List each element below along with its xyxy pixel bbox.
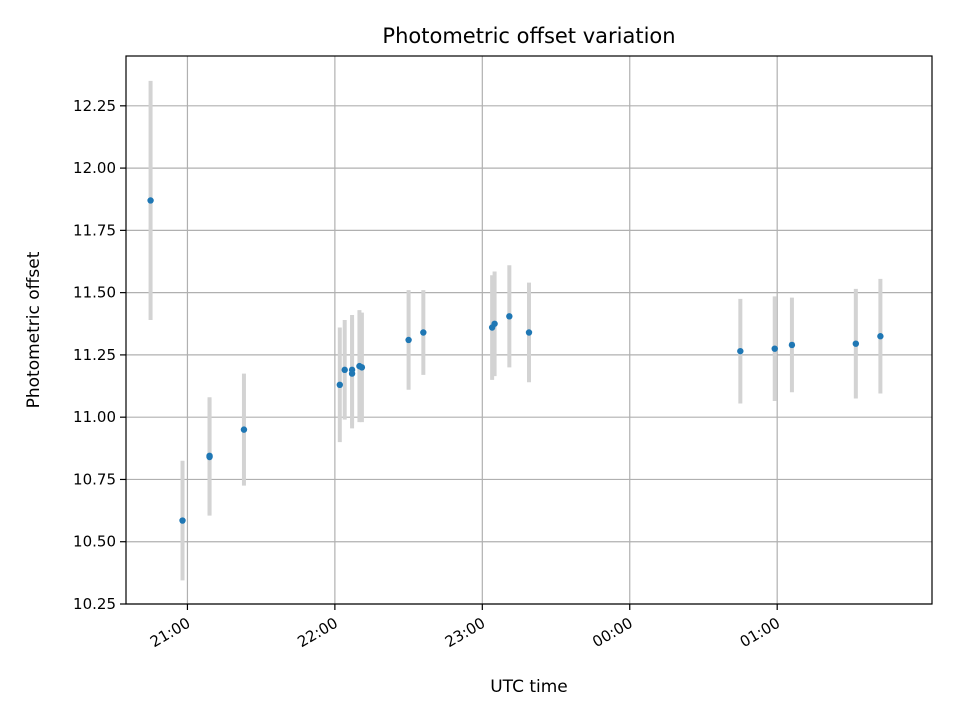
- data-point: [358, 364, 366, 371]
- y-tick-label: 10.50: [73, 533, 116, 551]
- data-point: [491, 320, 498, 327]
- data-point: [179, 517, 186, 524]
- data-point: [147, 197, 154, 204]
- data-point: [348, 370, 356, 377]
- data-point: [206, 453, 213, 461]
- data-point: [341, 366, 348, 374]
- y-tick-label: 11.75: [73, 221, 116, 239]
- data-point: [420, 329, 427, 336]
- y-tick-label: 10.75: [73, 470, 116, 488]
- plot-area-frame: [125, 55, 933, 605]
- chart-title: Photometric offset variation: [382, 24, 675, 48]
- data-points: [147, 197, 884, 524]
- data-point: [240, 426, 248, 433]
- y-axis-title: Photometric offset: [24, 251, 44, 408]
- data-point: [788, 341, 796, 349]
- y-tick-label: 11.00: [73, 408, 116, 426]
- data-point: [852, 340, 860, 347]
- data-point: [737, 347, 744, 355]
- data-point: [877, 333, 884, 340]
- x-axis-title: UTC time: [490, 677, 568, 697]
- data-point: [405, 336, 412, 344]
- y-tick-label: 12.00: [73, 159, 116, 177]
- y-axis-ticks: 10.25 10.50 10.75 11.00 11.25 11.50 11.75 12.00…: [73, 97, 126, 613]
- data-point: [525, 329, 533, 336]
- data-point: [771, 345, 778, 352]
- y-tick-label: 12.25: [73, 97, 116, 115]
- data-point: [336, 381, 343, 388]
- y-tick-label: 10.25: [73, 595, 116, 613]
- y-tick-label: 11.25: [73, 346, 116, 364]
- y-tick-label: 11.50: [73, 284, 116, 302]
- data-point: [506, 313, 513, 320]
